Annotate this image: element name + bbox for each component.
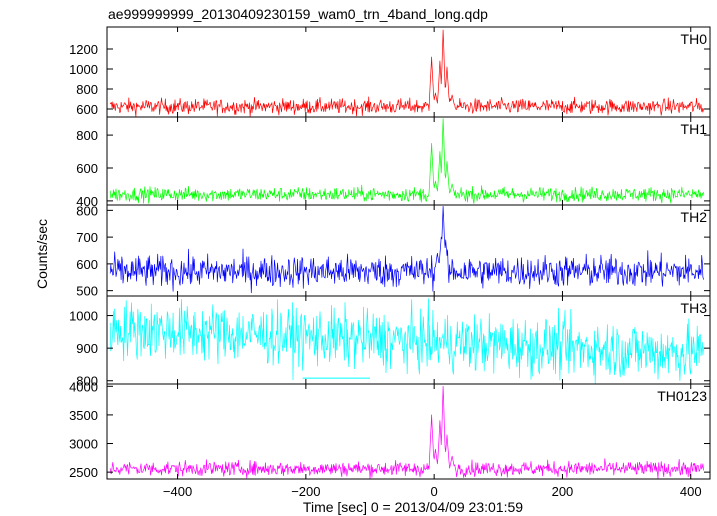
panel-frame xyxy=(106,383,711,480)
y-tick-label: 4000 xyxy=(69,379,98,394)
x-tick-label: 200 xyxy=(552,484,574,499)
panel-name-th2: TH2 xyxy=(681,209,708,225)
series-line-th2 xyxy=(109,205,704,294)
y-tick-label: 1200 xyxy=(69,42,98,57)
panel-th0123: 2500 3000 3500 4000 TH0123 xyxy=(69,379,711,480)
y-tick-label: 700 xyxy=(76,230,98,245)
y-tick-label: 600 xyxy=(76,102,98,117)
y-tick-label: 1000 xyxy=(69,62,98,77)
y-tick-label: 2500 xyxy=(69,465,98,480)
y-tick-label: 3500 xyxy=(69,408,98,423)
panel-th3: 800 900 1000 TH3 xyxy=(69,295,711,389)
panel-stack: 600 800 1000 1200 TH0 400 600 800 TH1 500 600 700 80… xyxy=(69,26,711,480)
y-tick-label: 800 xyxy=(76,128,98,143)
y-tick-label: 400 xyxy=(76,194,98,209)
panel-name-th3: TH3 xyxy=(681,300,708,316)
x-axis: −400 −200 0 200 400 xyxy=(163,484,702,499)
y-axis-label: Counts/sec xyxy=(34,219,50,289)
y-tick-label: 600 xyxy=(76,257,98,272)
x-tick-label: 400 xyxy=(680,484,702,499)
y-tick-label: 3000 xyxy=(69,437,98,452)
y-tick-label: 500 xyxy=(76,284,98,299)
series-line-th0123 xyxy=(109,385,704,479)
panel-th0: 600 800 1000 1200 TH0 xyxy=(69,26,711,118)
panel-th2: 500 600 700 800 TH2 xyxy=(76,203,711,299)
y-tick-label: 600 xyxy=(76,161,98,176)
y-tick-label: 800 xyxy=(76,203,98,218)
chart-title: ae999999999_20130409230159_wam0_trn_4ban… xyxy=(108,6,488,22)
panel-name-th0123: TH0123 xyxy=(657,388,707,404)
y-tick-label: 900 xyxy=(76,341,98,356)
x-tick-label: −400 xyxy=(163,484,192,499)
series-line-th0 xyxy=(109,29,704,117)
x-tick-label: −200 xyxy=(291,484,320,499)
y-tick-label: 1000 xyxy=(69,309,98,324)
x-tick-label: 0 xyxy=(431,484,438,499)
y-tick-label: 800 xyxy=(76,82,98,97)
panel-name-th0: TH0 xyxy=(681,31,708,47)
panel-frame xyxy=(106,204,711,297)
panel-name-th1: TH1 xyxy=(681,121,708,137)
y-tick-label: 800 xyxy=(76,374,98,389)
series-line-th3 xyxy=(109,298,704,384)
series-line-th1 xyxy=(109,118,704,204)
x-axis-label: Time [sec] 0 = 2013/04/09 23:01:59 xyxy=(303,499,523,515)
panel-th1: 400 600 800 TH1 xyxy=(76,116,711,209)
